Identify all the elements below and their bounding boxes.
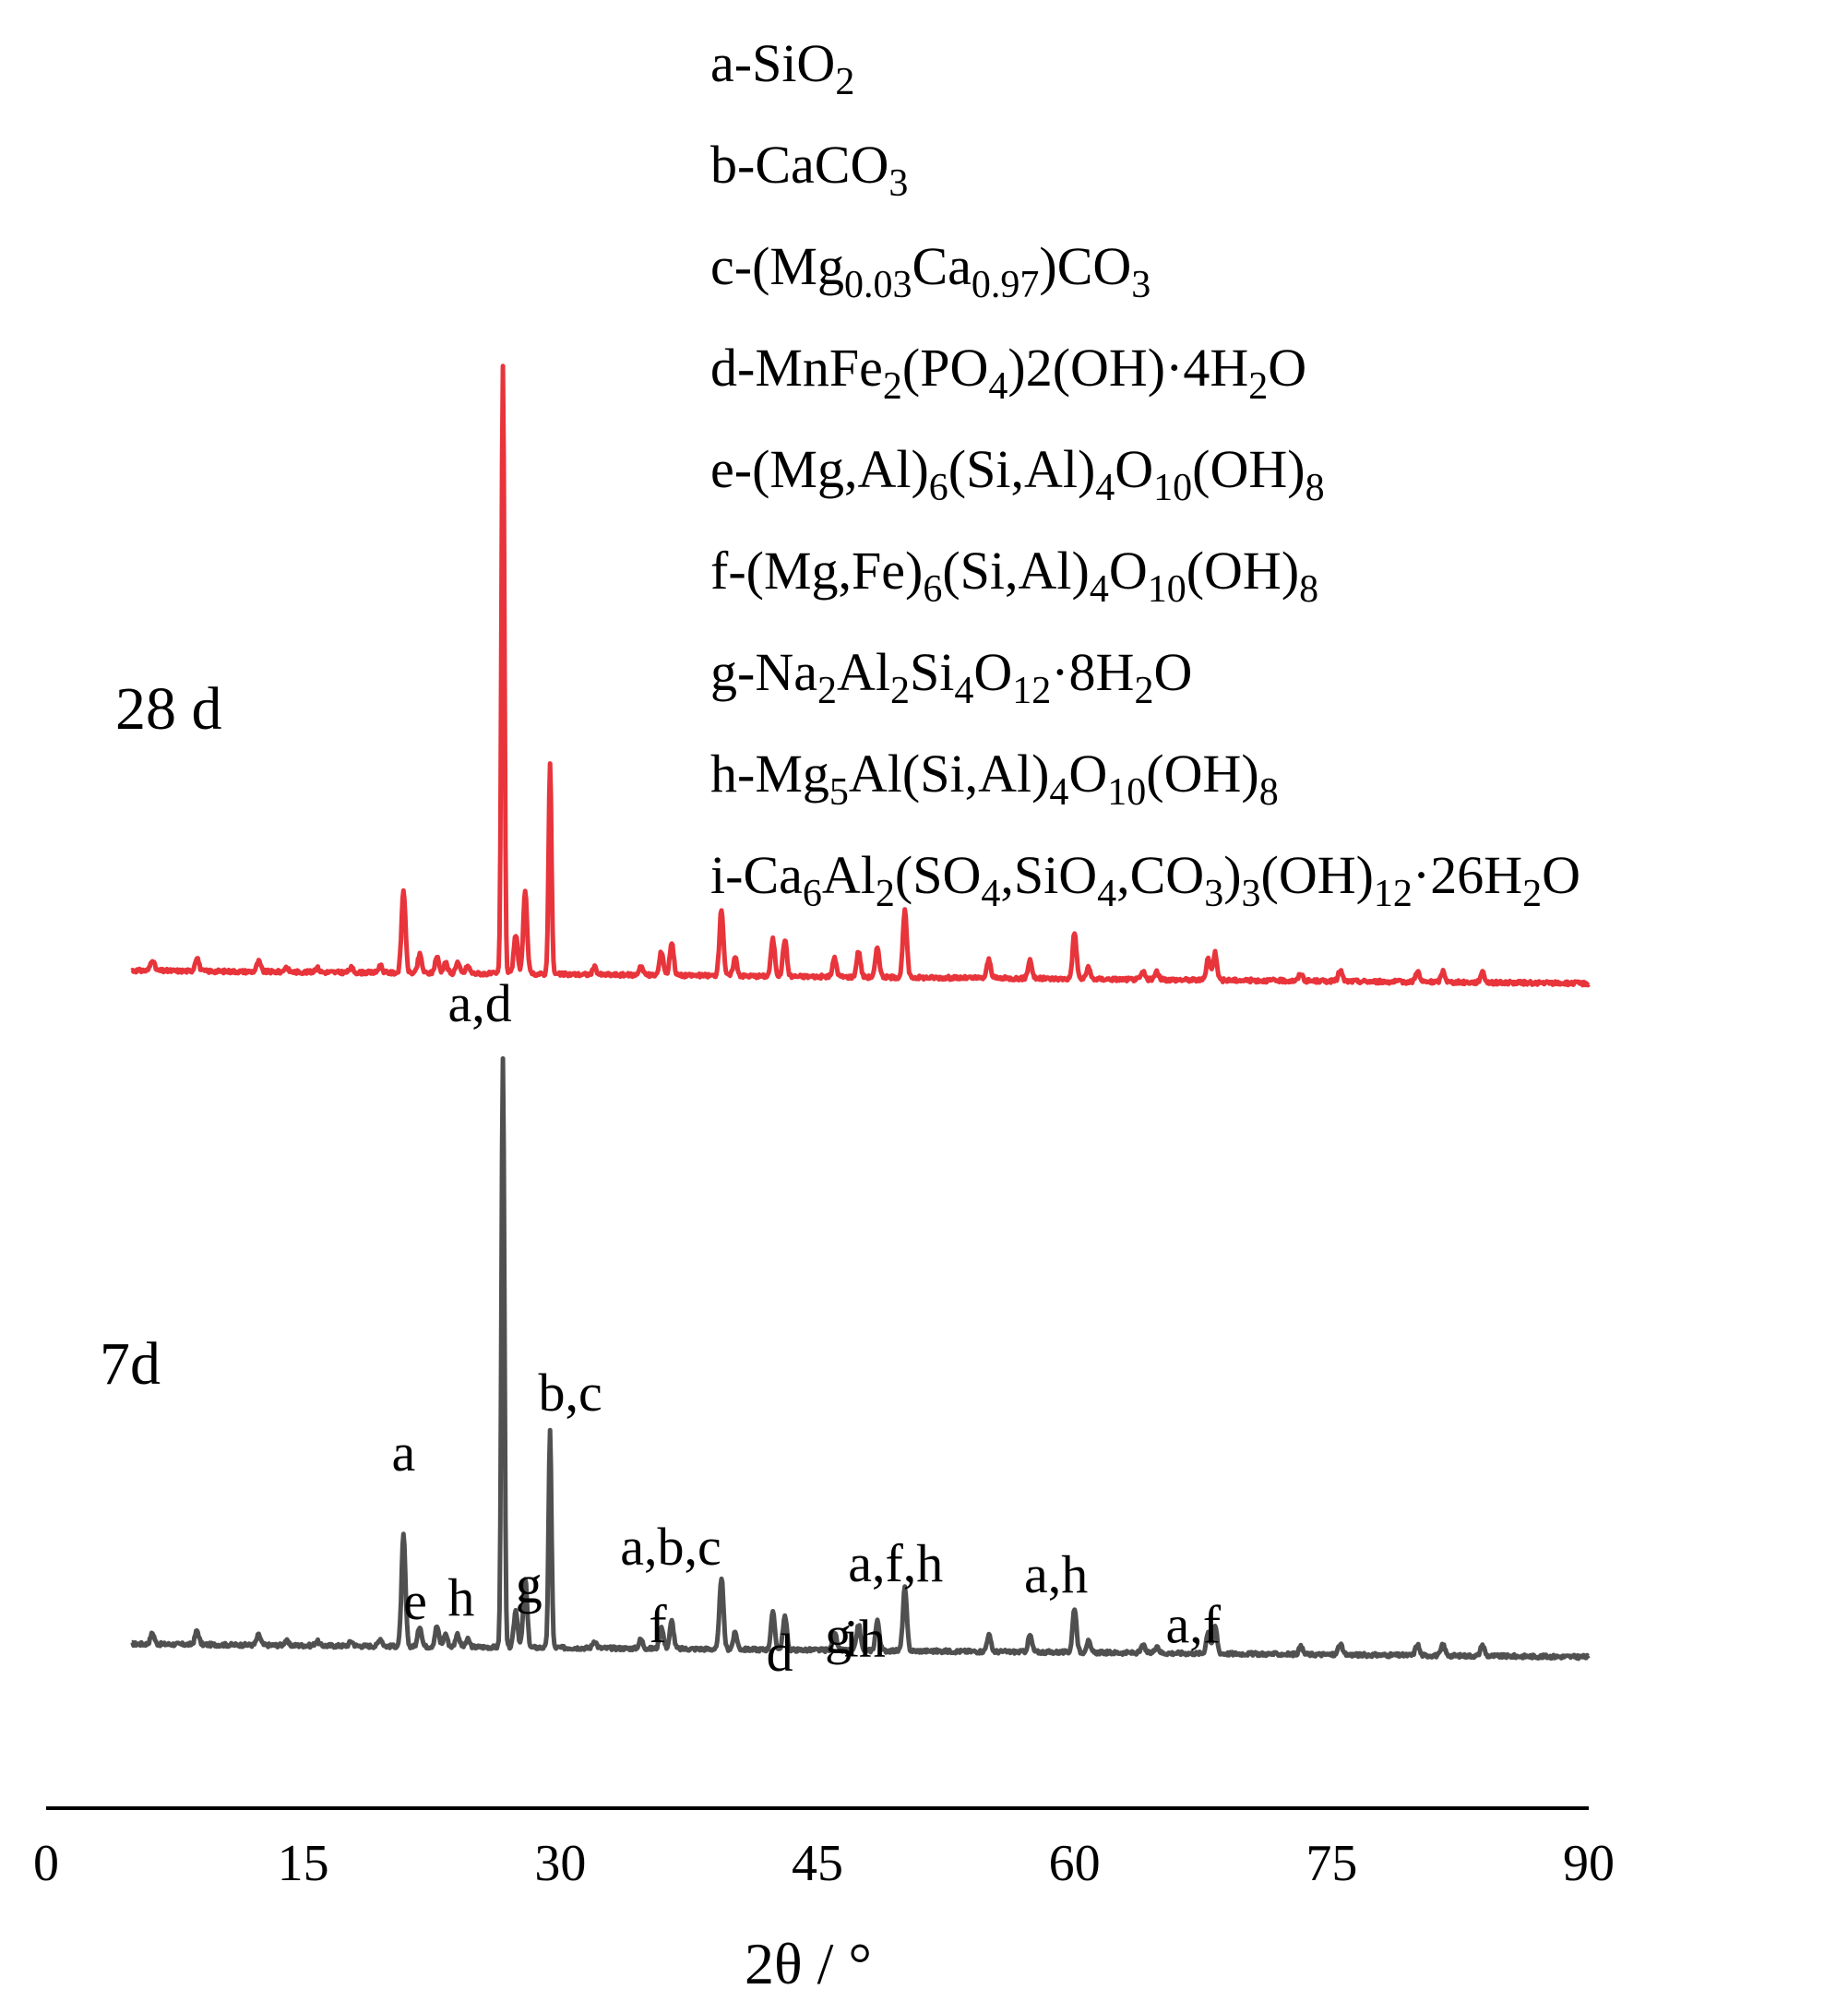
peak-label-0: a [391,1423,415,1483]
peak-label-9: g [825,1605,852,1665]
legend-item-f: f-(Mg,Fe)6(Si,Al)4O10(OH)8 [710,541,1318,611]
series-line-7d [130,1055,1591,1662]
x-tick-label-75: 75 [1306,1835,1357,1892]
peak-label-7: a,b,c [620,1517,721,1577]
x-axis-title: 2θ / ° [745,1931,872,1996]
x-tick-label-60: 60 [1049,1835,1101,1892]
phase-legend: a-SiO2 b-CaCO3 c-(Mg0.03Ca0.97)CO3 d-MnFe2(… [710,33,1580,915]
diffraction-traces [130,363,1591,1662]
peak-label-11: a,f,h [848,1533,943,1593]
series-label-28d: 28 d [115,675,222,743]
legend-item-b: b-CaCO3 [710,135,908,205]
peak-label-12: a,h [1024,1544,1088,1604]
x-axis: 0 15 30 45 60 75 90 2θ / ° [33,1806,1615,1996]
legend-item-a: a-SiO2 [710,33,854,103]
x-tick-label-45: 45 [792,1835,843,1892]
x-tick-label-0: 0 [33,1835,59,1892]
legend-item-g: g-Na2Al2Si4O12·8H2O [710,642,1192,712]
x-tick-label-15: 15 [278,1835,329,1892]
peak-label-2: h [447,1567,474,1627]
peak-label-10: ih [844,1608,886,1668]
series-line-28d [130,363,1591,988]
x-tick-label-90: 90 [1563,1835,1615,1892]
peak-label-8: d [767,1623,793,1683]
peak-label-5: b,c [539,1363,602,1423]
series-label-7d: 7d [100,1330,161,1398]
peak-label-6: f [649,1594,667,1654]
peak-label-1: e [403,1571,427,1631]
legend-item-c: c-(Mg0.03Ca0.97)CO3 [710,236,1151,306]
legend-item-i: i-Ca6Al2(SO4,SiO4,CO3)3(OH)12·26H2O [710,845,1580,915]
series-labels: 28 d 7d [100,675,222,1398]
peak-label-3: a,d [447,973,511,1033]
peak-label-13: a,f [1166,1595,1222,1655]
peak-label-4: g [516,1554,542,1614]
x-tick-label-30: 30 [534,1835,586,1892]
legend-item-e: e-(Mg,Al)6(Si,Al)4O10(OH)8 [710,439,1325,509]
legend-item-h: h-Mg5Al(Si,Al)4O10(OH)8 [710,744,1279,814]
legend-item-d: d-MnFe2(PO4)2(OH)·4H2O [710,338,1306,408]
